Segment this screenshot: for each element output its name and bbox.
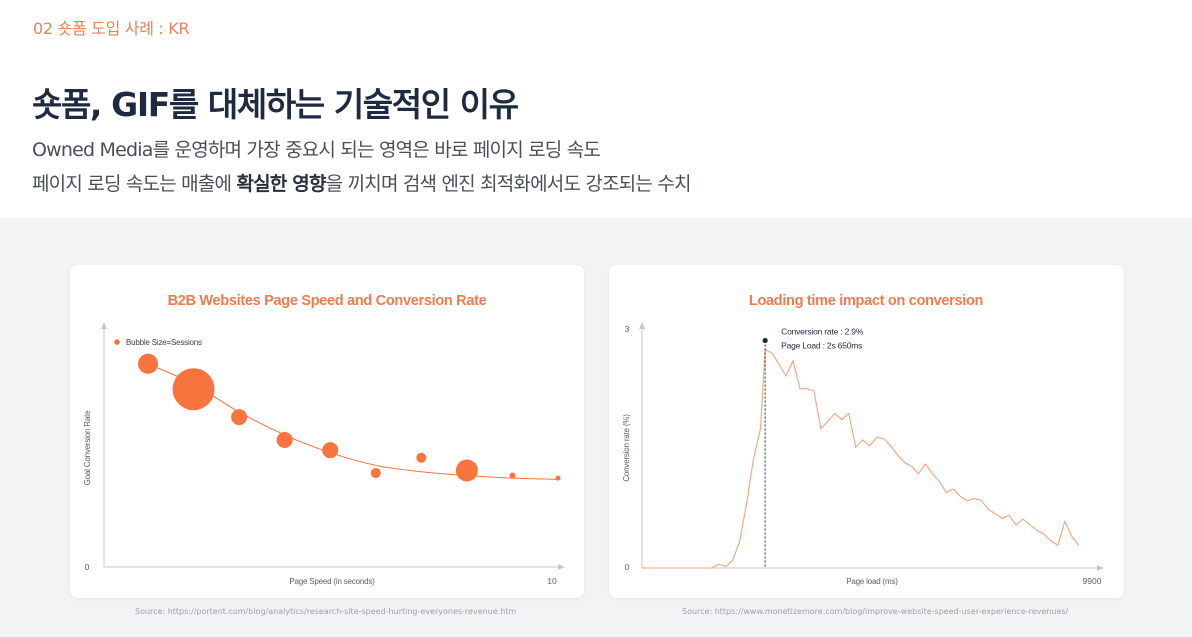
description-line-1: Owned Media를 운영하며 가장 중요시 되는 영역은 바로 페이지 로… xyxy=(32,139,601,161)
source-note-right: Source: https://www.monetizemore.com/blo… xyxy=(682,607,1069,616)
trend-line xyxy=(147,363,559,480)
bubble-point-6 xyxy=(370,468,381,479)
description-emphasis: 확실한 영향 xyxy=(236,173,326,195)
x-axis-label: Page load (ms) xyxy=(846,577,898,586)
legend-label: Bubble Size=Sessions xyxy=(126,338,202,347)
y-tick-label-max: 3 xyxy=(625,324,630,334)
annotation-page-load: Page Load : 2s 650ms xyxy=(781,340,862,350)
bubble-point-2 xyxy=(172,368,215,411)
y-tick-label-min: 0 xyxy=(625,562,630,572)
bubble-point-3 xyxy=(231,409,248,426)
chart-card-loading-time: Loading time impact on conversion 0 3 99… xyxy=(609,265,1124,598)
source-note-left: Source: https://portent.com/blog/analyti… xyxy=(135,607,517,616)
bubble-series xyxy=(138,353,561,482)
y-axis-label: Goal Conversion Rate xyxy=(83,410,92,485)
series-line xyxy=(642,348,1080,569)
x-axis-arrow xyxy=(558,564,565,570)
y-axis-arrow xyxy=(639,322,645,329)
section-label: 02 숏폼 도입 사례 : KR xyxy=(33,19,190,38)
bubble-point-7 xyxy=(416,452,427,463)
bubble-point-1 xyxy=(138,353,158,374)
bubble-point-10 xyxy=(555,475,561,481)
x-tick-label-max: 9900 xyxy=(1083,576,1102,586)
description-line-2-end: 을 끼치며 검색 엔진 최적화에서도 강조되는 수치 xyxy=(325,173,692,195)
chart-card-page-speed: B2B Websites Page Speed and Conversion R… xyxy=(70,265,584,598)
header-section: 02 숏폼 도입 사례 : KR 숏폼, GIF를 대체하는 기술적인 이유 O… xyxy=(0,0,1192,218)
legend-marker xyxy=(114,339,120,345)
scatter-chart-page-speed: B2B Websites Page Speed and Conversion R… xyxy=(83,293,565,586)
x-axis-arrow xyxy=(1097,565,1104,571)
page-title: 숏폼, GIF를 대체하는 기술적인 이유 xyxy=(32,85,519,124)
bubble-point-4 xyxy=(276,432,293,448)
chart-title: B2B Websites Page Speed and Conversion R… xyxy=(168,293,487,309)
bubble-point-5 xyxy=(322,442,339,459)
description-line-2: 페이지 로딩 속도는 매출에 확실한 영향을 끼치며 검색 엔진 최적화에서도 … xyxy=(32,169,692,196)
chart-title: Loading time impact on conversion xyxy=(749,293,983,309)
x-tick-label-max: 10 xyxy=(547,576,557,586)
bubble-point-8 xyxy=(455,459,478,482)
y-axis-label: Conversion rate (%) xyxy=(622,414,631,482)
x-tick-label-min: 0 xyxy=(85,562,90,572)
annotation-conversion-rate: Conversion rate : 2.9% xyxy=(781,326,864,336)
peak-marker-dot xyxy=(762,337,768,344)
x-axis-label: Page Speed (in seconds) xyxy=(289,577,375,586)
bubble-point-9 xyxy=(509,472,516,479)
description-line-2-start: 페이지 로딩 속도는 매출에 xyxy=(32,173,237,195)
line-chart-loading-time: Loading time impact on conversion 0 3 99… xyxy=(622,293,1104,586)
y-axis-arrow xyxy=(101,322,107,329)
